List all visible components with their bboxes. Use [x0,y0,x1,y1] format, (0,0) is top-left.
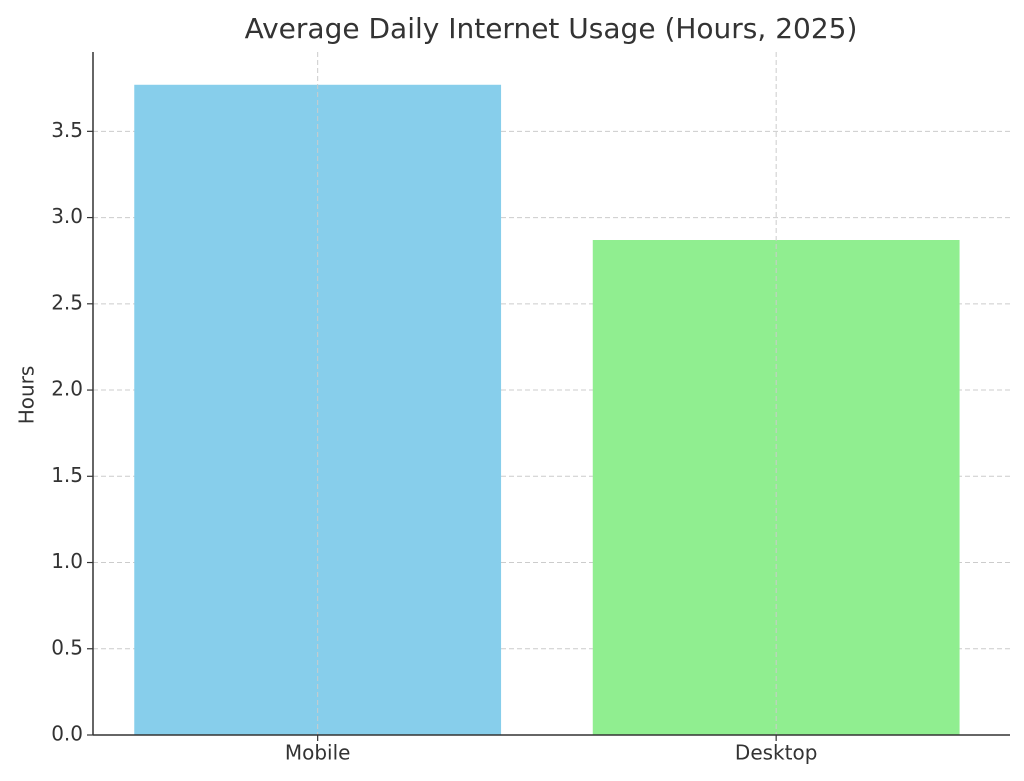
y-tick-label: 3.5 [51,118,83,142]
y-axis-label: Hours [15,366,39,425]
y-tick-label: 2.0 [51,377,83,401]
y-tick-label: 3.0 [51,204,83,228]
y-tick-label: 1.0 [51,549,83,573]
x-tick-label: Desktop [735,741,817,765]
y-tick-label: 2.5 [51,290,83,314]
y-tick-label: 0.0 [51,722,83,746]
y-tick-label: 1.5 [51,463,83,487]
chart-title: Average Daily Internet Usage (Hours, 202… [245,12,858,45]
bar [134,84,502,735]
y-tick-label: 0.5 [51,635,83,659]
x-tick-label: Mobile [285,741,351,765]
